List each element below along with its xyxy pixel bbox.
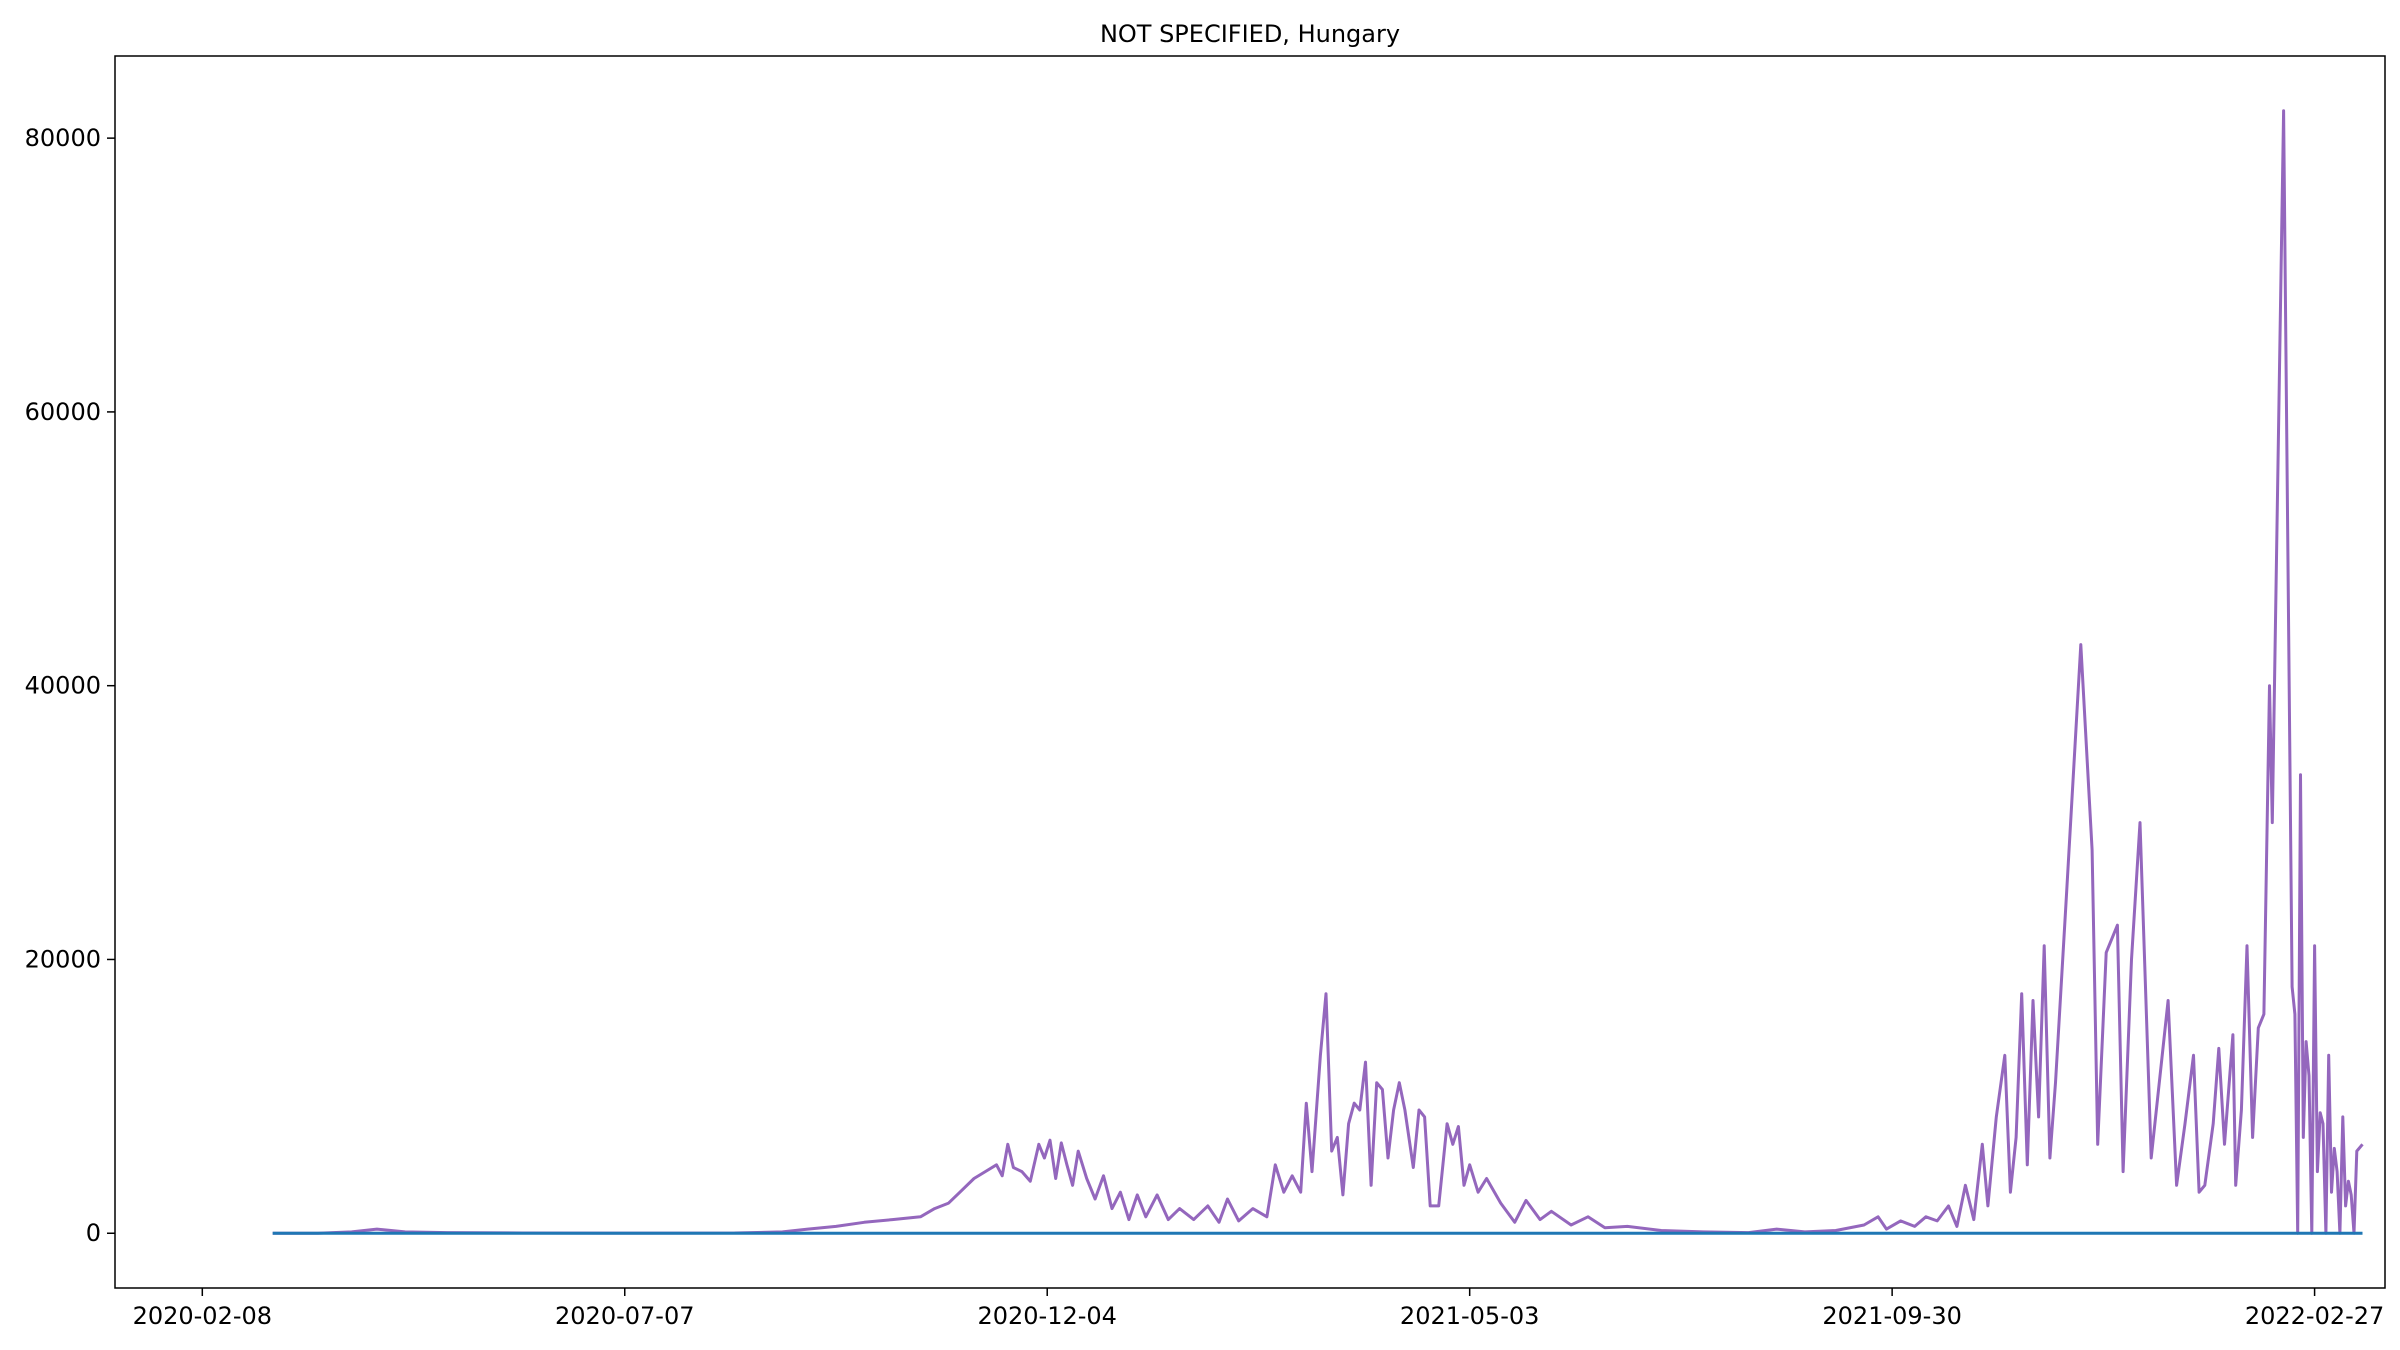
y-tick-label: 20000 [25, 945, 101, 973]
y-tick-label: 60000 [25, 398, 101, 426]
plot-frame [114, 55, 2386, 1289]
x-tick-label: 2020-07-07 [555, 1302, 694, 1330]
series-layer [272, 109, 2364, 1235]
y-axis: 0 20000 40000 60000 80000 [25, 124, 115, 1247]
x-axis: 2020-02-08 2020-07-07 2020-12-04 2021-05-03… [133, 1288, 2384, 1330]
x-tick-label: 2020-12-04 [977, 1302, 1116, 1330]
x-tick-label: 2021-05-03 [1400, 1302, 1539, 1330]
chart-title: NOT SPECIFIED, Hungary [1100, 20, 1400, 48]
x-tick-label: 2020-02-08 [133, 1302, 272, 1330]
x-tick-label: 2022-02-27 [2245, 1302, 2384, 1330]
x-tick-label: 2021-09-30 [1822, 1302, 1961, 1330]
y-tick-label: 80000 [25, 124, 101, 152]
y-tick-label: 0 [86, 1219, 101, 1247]
y-tick-label: 40000 [25, 672, 101, 700]
series-line-1 [272, 109, 2364, 1235]
